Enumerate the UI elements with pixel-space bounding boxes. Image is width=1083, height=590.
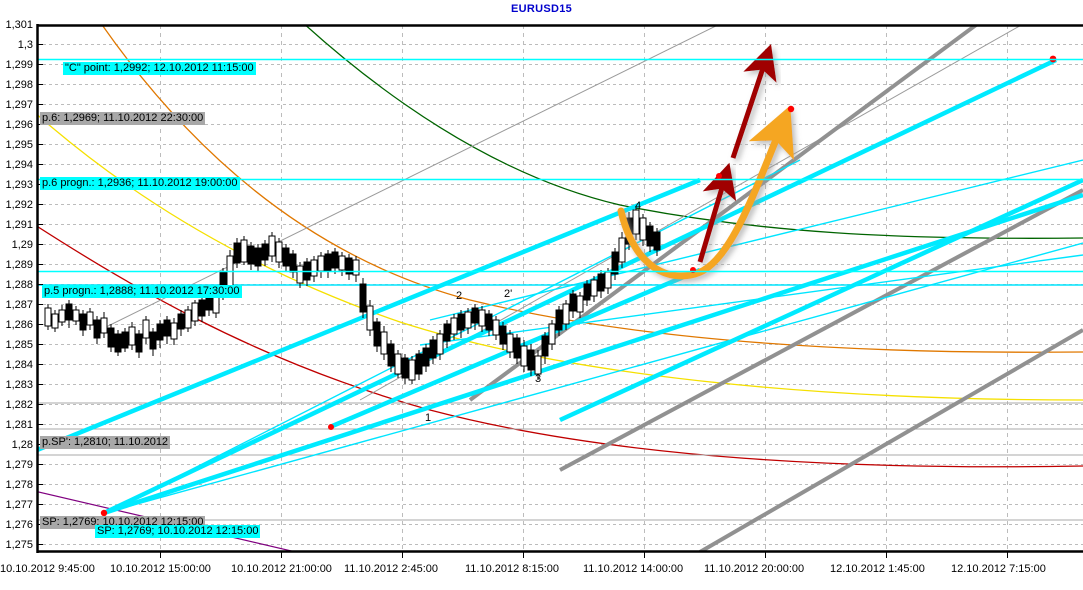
y-tick-label: 1,3 xyxy=(17,39,33,51)
y-tick-label: 1,288 xyxy=(5,279,33,291)
wave-label-1: 1 xyxy=(425,412,432,424)
y-tick-label: 1,293 xyxy=(5,179,33,191)
y-tick-label: 1,301 xyxy=(5,19,33,31)
y-tick-label: 1,297 xyxy=(5,99,33,111)
candlestick-series[interactable] xyxy=(44,206,661,384)
wave-label-2: 2 xyxy=(456,290,463,302)
projection-arc-green xyxy=(304,25,1083,239)
projection-arc-orange xyxy=(101,25,1083,353)
y-tick-label: 1,277 xyxy=(5,499,33,511)
price-level-label-sp-cyan[interactable]: SP: 1,2769; 10.10.2012 12:15:00 xyxy=(95,525,261,538)
y-tick-label: 1,278 xyxy=(5,479,33,491)
y-tick-label: 1,292 xyxy=(5,199,33,211)
price-level-label-p5-progn[interactable]: p.5 progn.: 1,2888; 11.10.2012 17:30:00 xyxy=(42,285,242,298)
wave-label-2-prime: 2' xyxy=(504,288,513,300)
construction-lines-gray xyxy=(37,25,1083,521)
y-tick-label: 1,282 xyxy=(5,399,33,411)
y-tick-label: 1,285 xyxy=(5,339,33,351)
x-tick-label: 11.10.2012 20:00:00 xyxy=(704,563,805,575)
y-tick-label: 1,294 xyxy=(5,159,33,171)
y-tick-label: 1,299 xyxy=(5,59,33,71)
red-projection-arrow-lower xyxy=(697,162,737,263)
y-tick-label: 1,275 xyxy=(5,539,33,551)
price-level-label-c-point[interactable]: "C" point: 1,2992; 12.10.2012 11:15:00 xyxy=(63,62,256,75)
x-tick-label: 11.10.2012 2:45:00 xyxy=(344,563,438,575)
x-tick-label: 10.10.2012 9:45:00 xyxy=(0,563,95,575)
y-tick-label: 1,283 xyxy=(5,379,33,391)
wave-label-3: 3 xyxy=(535,373,542,385)
y-tick-label: 1,287 xyxy=(5,299,33,311)
y-tick-label: 1,28 xyxy=(11,439,33,451)
x-tick-label: 12.10.2012 7:15:00 xyxy=(951,563,1046,575)
y-tick-label: 1,286 xyxy=(5,319,33,331)
y-tick-label: 1,279 xyxy=(5,459,33,471)
x-tick-label: 12.10.2012 1:45:00 xyxy=(830,563,925,575)
price-level-label-p6-progn[interactable]: p.6 progn.: 1,2936; 11.10.2012 19:00:00 xyxy=(40,177,240,190)
x-tick-label: 11.10.2012 8:15:00 xyxy=(465,563,559,575)
x-tick-label: 10.10.2012 21:00:00 xyxy=(231,563,332,575)
chart-symbol-title: EURUSD15 xyxy=(511,3,573,15)
y-tick-label: 1,276 xyxy=(5,519,33,531)
y-tick-label: 1,296 xyxy=(5,119,33,131)
y-tick-label: 1,295 xyxy=(5,139,33,151)
y-tick-label: 1,291 xyxy=(5,219,33,231)
price-level-label-p6[interactable]: p.6: 1,2969; 11.10.2012 22:30:00 xyxy=(40,112,206,125)
wave-label-4: 4 xyxy=(635,200,642,212)
y-tick-label: 1,281 xyxy=(5,419,33,431)
price-level-label-p-sp[interactable]: p.SP': 1,2810; 11.10.2012 xyxy=(40,436,171,449)
y-tick-label: 1,284 xyxy=(5,359,33,371)
x-tick-label: 11.10.2012 14:00:00 xyxy=(583,563,684,575)
y-tick-label: 1,289 xyxy=(5,259,33,271)
y-tick-label: 1,298 xyxy=(5,79,33,91)
orange-projection-arrow xyxy=(617,105,795,280)
x-tick-label: 10.10.2012 15:00:00 xyxy=(110,563,211,575)
y-tick-label: 1,29 xyxy=(11,239,33,251)
